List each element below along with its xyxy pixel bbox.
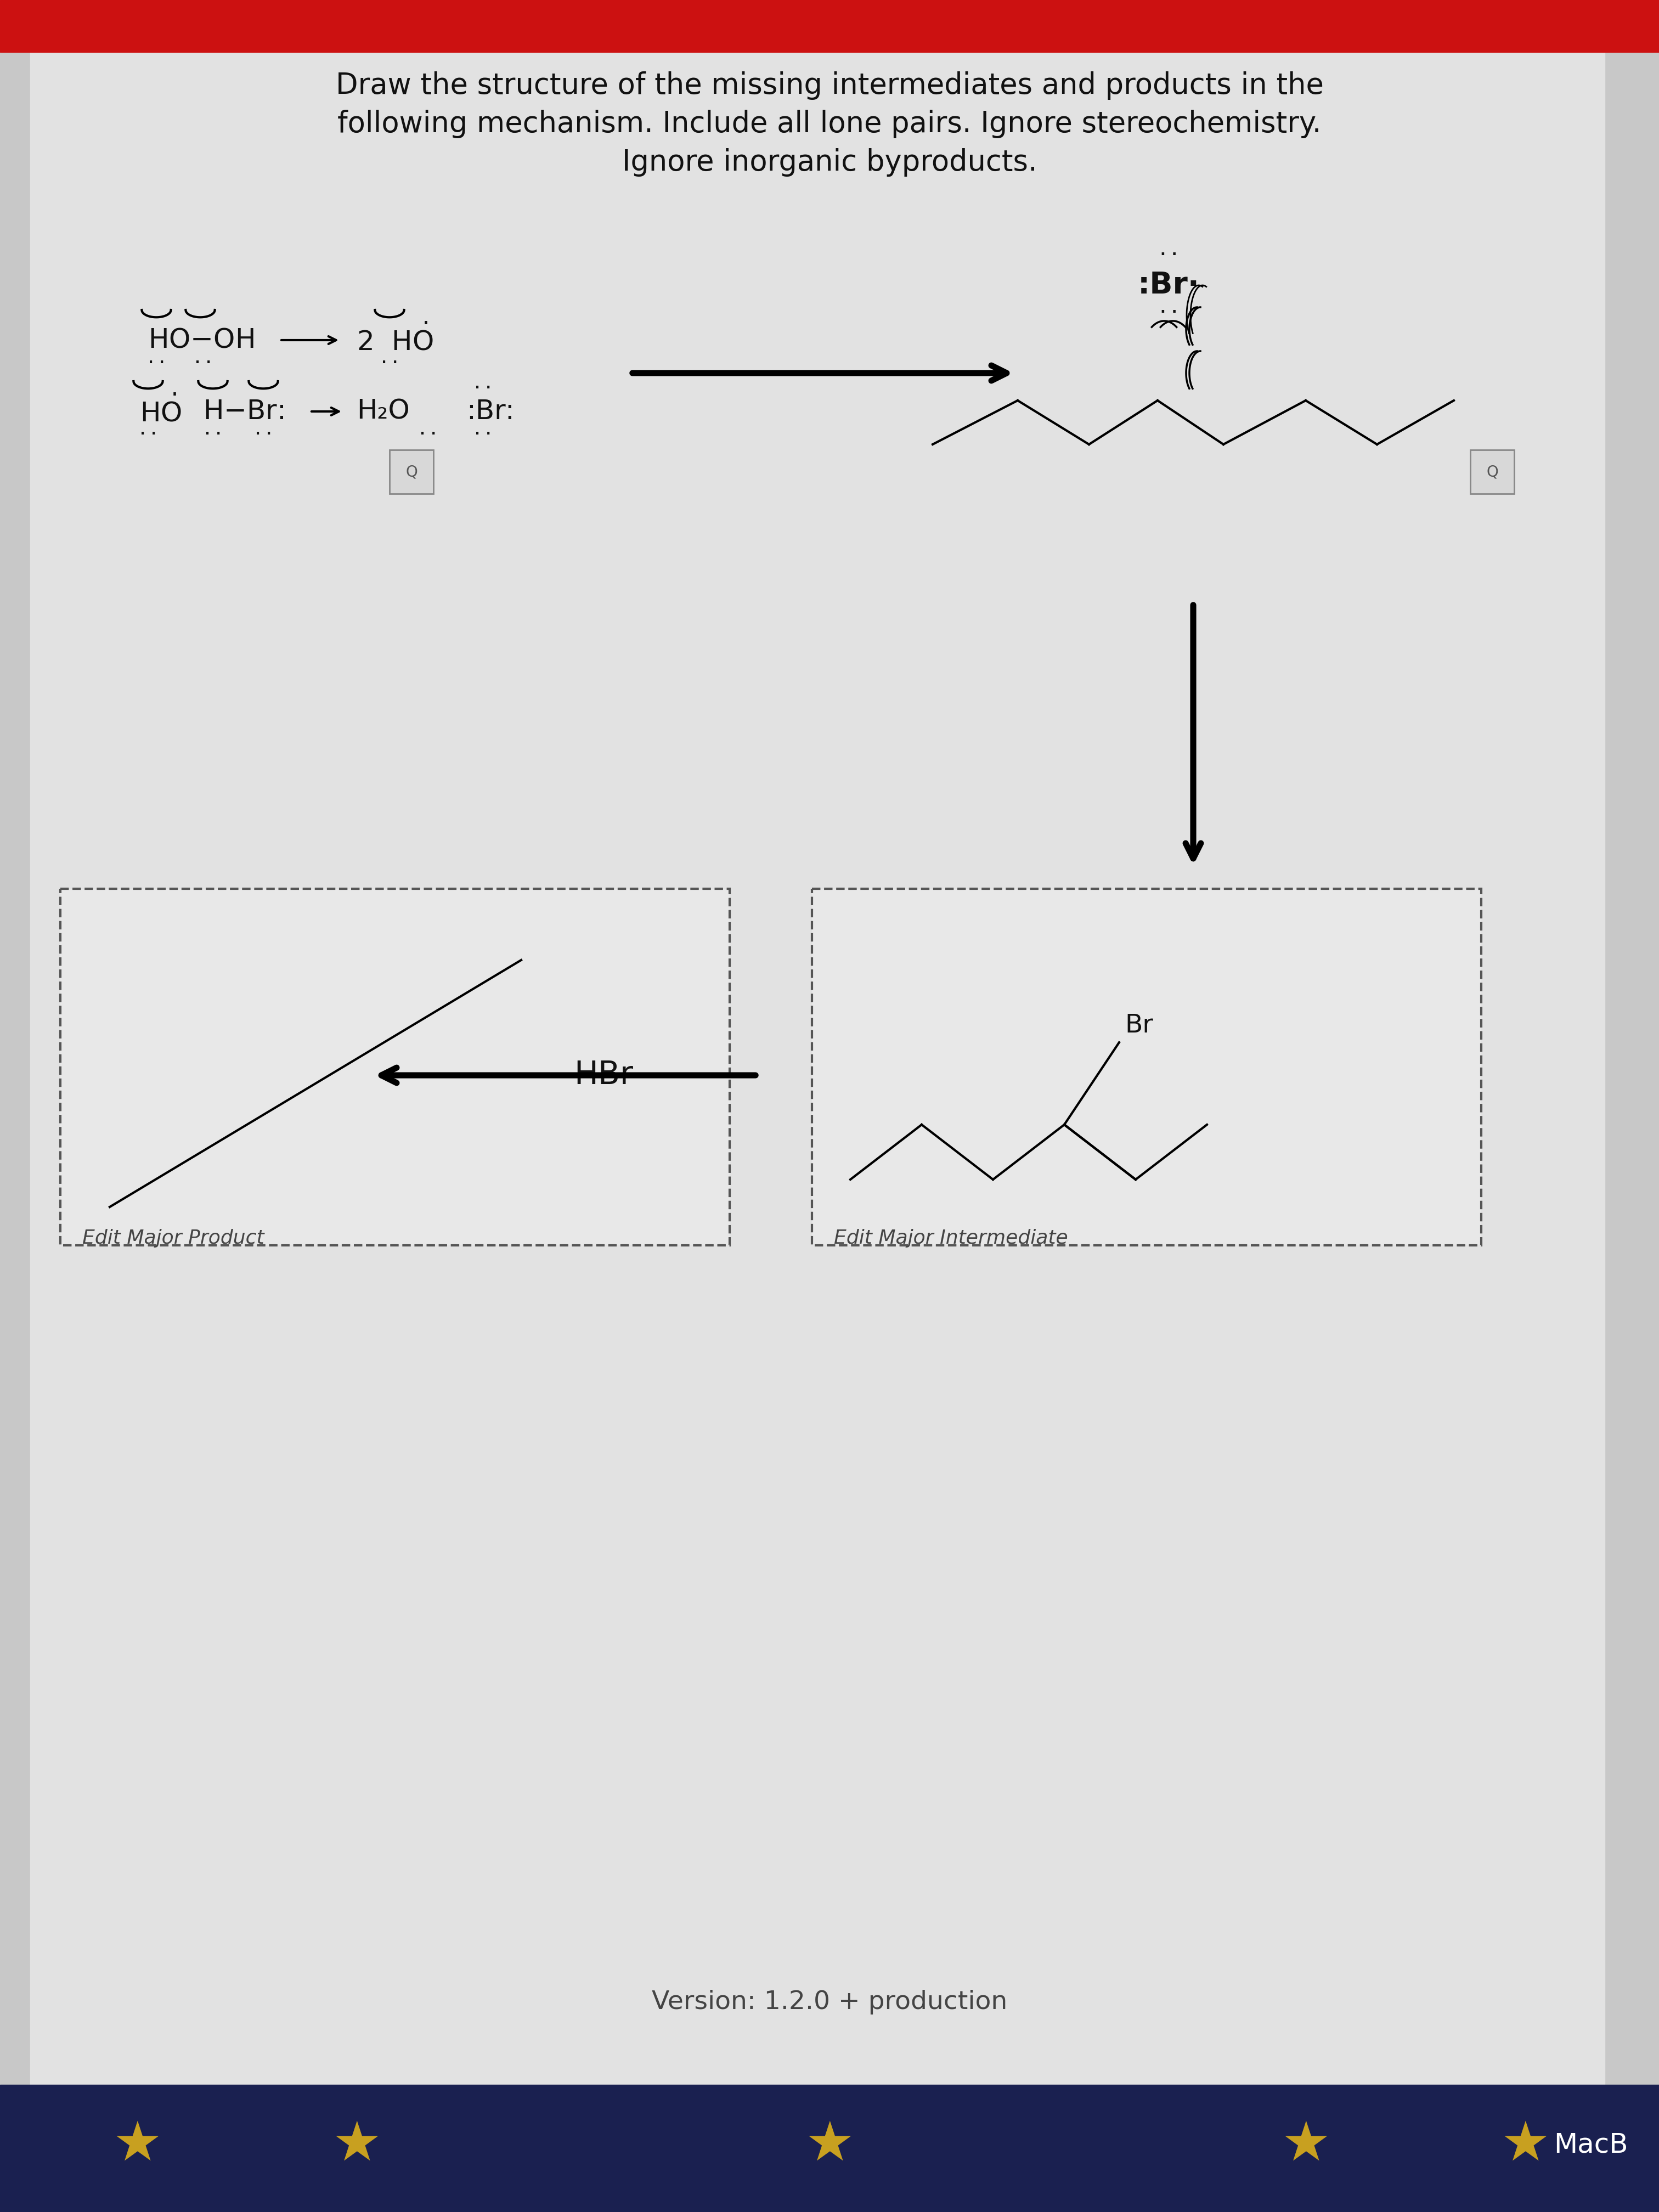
Text: ··: ··: [146, 354, 168, 372]
Text: Br: Br: [1125, 1013, 1153, 1037]
Text: H$\dot{\rm O}$: H$\dot{\rm O}$: [139, 396, 181, 427]
Text: Ignore inorganic byproducts.: Ignore inorganic byproducts.: [622, 148, 1037, 177]
Text: Q: Q: [405, 465, 418, 480]
Text: :Br:: :Br:: [466, 398, 514, 425]
Text: 2  H$\dot{\rm O}$: 2 H$\dot{\rm O}$: [357, 325, 433, 356]
Text: ··: ··: [378, 354, 400, 372]
Text: Version: 1.2.0 + production: Version: 1.2.0 + production: [652, 1991, 1007, 2015]
Bar: [0, 2084, 1659, 2212]
Text: ··: ··: [202, 425, 224, 445]
Bar: [0, 0, 1659, 53]
Text: following mechanism. Include all lone pairs. Ignore stereochemistry.: following mechanism. Include all lone pa…: [337, 111, 1322, 137]
Bar: [1470, 449, 1515, 493]
Bar: [60, 889, 730, 1245]
Text: ★: ★: [113, 2119, 161, 2172]
Text: ··: ··: [471, 425, 494, 445]
Text: MacB: MacB: [1554, 2132, 1627, 2159]
Text: ★: ★: [1281, 2119, 1331, 2172]
Text: Edit Major Product: Edit Major Product: [83, 1230, 264, 1248]
Bar: [811, 889, 1481, 1245]
Text: ··: ··: [416, 425, 440, 445]
Text: ★: ★: [805, 2119, 854, 2172]
Text: ··: ··: [138, 425, 159, 445]
Text: ··: ··: [471, 380, 494, 398]
Text: ★: ★: [1500, 2119, 1550, 2172]
Text: :Br·: :Br·: [1138, 270, 1199, 301]
Text: ··: ··: [192, 354, 214, 372]
Text: ··: ··: [252, 425, 274, 445]
Text: HBr: HBr: [574, 1060, 634, 1091]
Text: ··: ··: [1156, 246, 1181, 265]
Text: H$-$Br:: H$-$Br:: [202, 398, 284, 425]
Text: Edit Major Intermediate: Edit Major Intermediate: [834, 1230, 1068, 1248]
Text: Draw the structure of the missing intermediates and products in the: Draw the structure of the missing interm…: [335, 71, 1324, 100]
Text: ··: ··: [1156, 303, 1181, 323]
Bar: [390, 449, 433, 493]
Text: Q: Q: [1486, 465, 1498, 480]
Text: H₂O: H₂O: [357, 398, 410, 425]
Text: HO$-$OH: HO$-$OH: [148, 327, 254, 354]
Text: ★: ★: [332, 2119, 382, 2172]
